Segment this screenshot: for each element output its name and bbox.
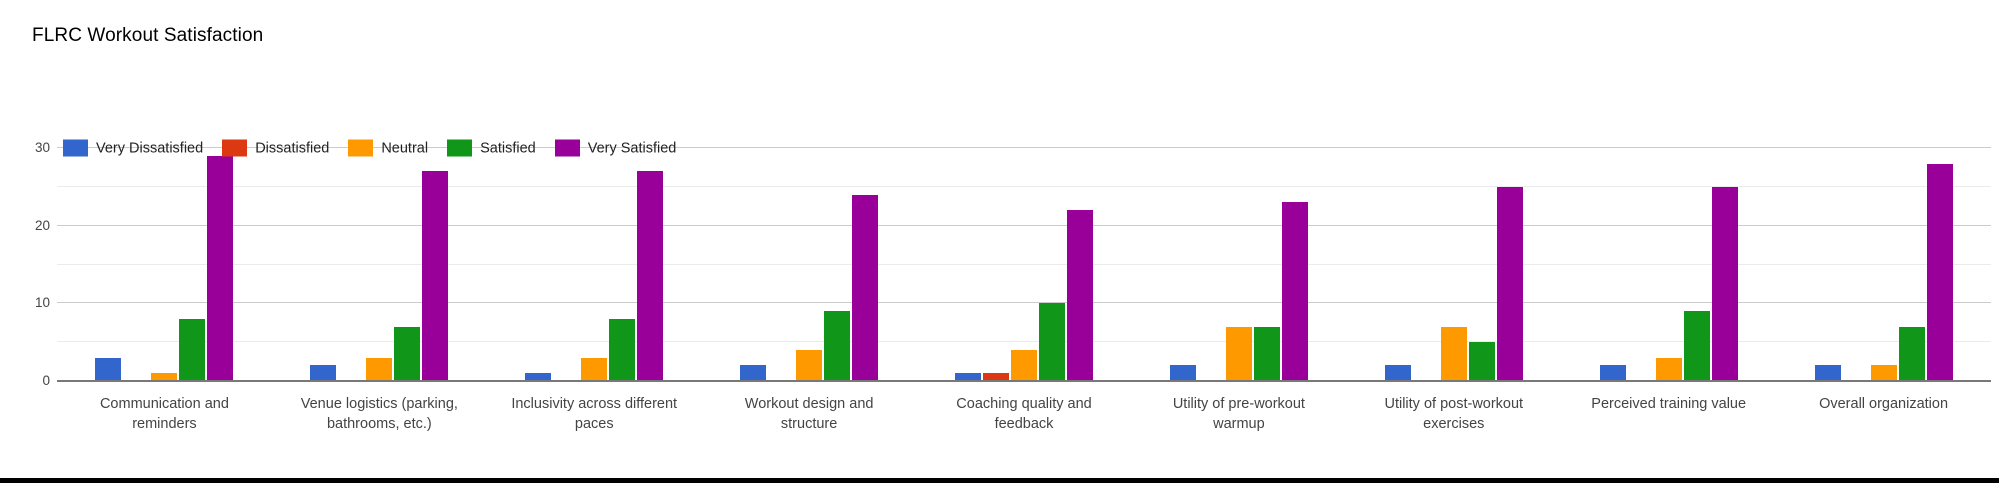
bar — [955, 373, 981, 381]
legend-item: Neutral — [348, 139, 429, 157]
bar — [824, 311, 851, 381]
category-label: Communication and reminders — [99, 396, 229, 432]
category-label: Utility of pre-workout warmup — [1172, 396, 1305, 432]
bar — [422, 171, 449, 381]
bar — [1011, 349, 1037, 381]
category-label: Workout design and structure — [744, 396, 874, 432]
bar-groups — [57, 148, 1991, 381]
bar — [1926, 163, 1953, 381]
legend-label: Very Dissatisfied — [96, 140, 204, 156]
bar-group — [57, 148, 272, 381]
bar — [1169, 365, 1196, 381]
bar-group — [702, 148, 917, 381]
bar-group — [487, 148, 702, 381]
bar — [1711, 186, 1738, 381]
bar — [1599, 365, 1626, 381]
bar-group — [1561, 148, 1776, 381]
legend-label: Neutral — [381, 140, 429, 156]
x-axis-line — [57, 380, 1991, 382]
bar — [1440, 326, 1467, 381]
bottom-edge-bar — [0, 478, 1999, 483]
bar-group — [1346, 148, 1561, 381]
bar-group — [917, 148, 1132, 381]
bar — [1225, 326, 1252, 381]
bar — [95, 357, 122, 381]
chart-title: FLRC Workout Satisfaction — [32, 25, 264, 46]
bar — [983, 373, 1009, 381]
bar — [1496, 186, 1523, 381]
bar — [796, 349, 823, 381]
legend-swatch-icon — [447, 139, 473, 157]
plot-area — [57, 147, 1991, 382]
x-axis-category-labels: Communication and reminders Venue logisti… — [57, 394, 1991, 434]
bar — [1814, 365, 1841, 381]
legend-swatch-icon — [554, 139, 580, 157]
bar — [179, 318, 206, 381]
category-label: Coaching quality and feedback — [956, 396, 1092, 432]
legend-item: Dissatisfied — [222, 139, 330, 157]
bar-group — [1776, 148, 1991, 381]
legend-swatch-icon — [63, 139, 88, 157]
bar — [1253, 326, 1280, 381]
legend-label: Dissatisfied — [255, 140, 330, 156]
bar — [1898, 326, 1925, 381]
bar — [151, 373, 178, 381]
y-tick-label-20: 20 — [34, 217, 50, 233]
major-gridline-30 — [57, 147, 1991, 148]
category-label: Overall organization — [1819, 396, 1949, 412]
legend-swatch-icon — [348, 139, 374, 157]
major-gridline-10 — [57, 302, 1991, 304]
bar — [852, 194, 879, 381]
bar — [394, 326, 421, 381]
major-gridline-20 — [57, 224, 1991, 226]
category-label: Perceived training value — [1591, 396, 1747, 412]
bar — [1870, 365, 1897, 381]
bar-group — [272, 148, 487, 381]
category-label: Inclusivity across different paces — [511, 396, 678, 432]
bar — [1281, 202, 1308, 381]
bar — [525, 373, 552, 381]
category-label: Utility of post-workout exercises — [1384, 396, 1524, 432]
legend-item: Very Dissatisfied — [63, 139, 204, 157]
bar — [1468, 342, 1495, 381]
bar — [637, 171, 664, 381]
bar — [310, 365, 337, 381]
legend-label: Very Satisfied — [587, 140, 677, 156]
category-label: Venue logistics (parking, bathrooms, etc… — [300, 396, 458, 432]
bar — [1067, 210, 1093, 381]
bar — [1655, 357, 1682, 381]
bar — [366, 357, 393, 381]
minor-gridline-25 — [57, 185, 1991, 187]
legend-label: Satisfied — [480, 140, 536, 156]
y-tick-label-0: 0 — [42, 373, 50, 388]
y-tick-label-30: 30 — [34, 140, 50, 155]
bar — [609, 318, 636, 381]
bar-group — [1131, 148, 1346, 381]
legend-item: Very Satisfied — [554, 139, 677, 157]
minor-gridline-15 — [57, 263, 1991, 265]
legend-swatch-icon — [222, 139, 248, 157]
bar — [1039, 303, 1065, 381]
bar — [1384, 365, 1411, 381]
bar — [581, 357, 608, 381]
chart-legend: Very Dissatisfied Dissatisfied Neutral Sati… — [63, 139, 677, 157]
bar — [740, 365, 767, 381]
legend-item: Satisfied — [447, 139, 536, 157]
bar — [1683, 311, 1710, 381]
bar — [207, 155, 234, 381]
y-tick-label-10: 10 — [34, 295, 50, 311]
minor-gridline-5 — [57, 341, 1991, 343]
